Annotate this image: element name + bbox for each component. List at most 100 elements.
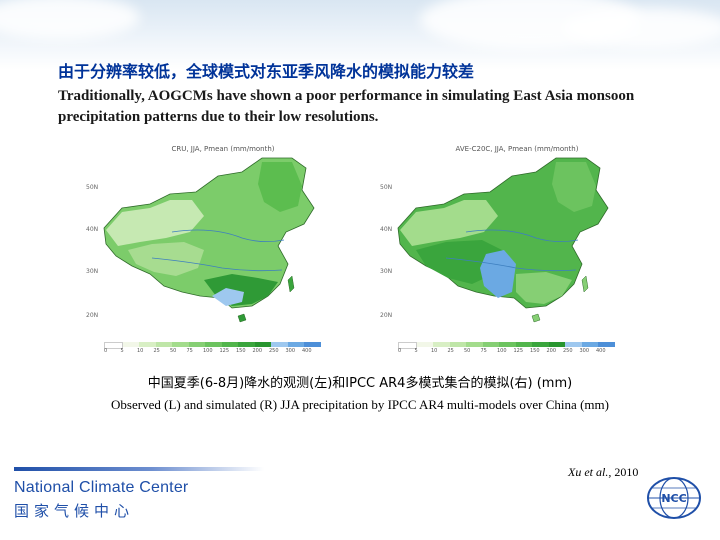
colorbar-swatch xyxy=(416,342,433,347)
hainan-island xyxy=(237,313,247,323)
colorbar-swatch xyxy=(155,342,172,347)
colorbar-label: 100 xyxy=(497,348,507,354)
colorbar-label: 5 xyxy=(120,348,124,354)
colorbar-swatch xyxy=(581,342,598,347)
colorbar-label: 250 xyxy=(563,348,573,354)
figure-caption-en: Observed (L) and simulated (R) JJA preci… xyxy=(111,397,609,412)
footer-org-name-cn: 国家气候中心 xyxy=(14,502,135,520)
colorbar-swatch xyxy=(238,342,255,347)
colorbar-swatch xyxy=(466,342,483,347)
simulated-china-map xyxy=(397,157,609,323)
colorbar-label: 150 xyxy=(530,348,540,354)
northeast-region xyxy=(552,162,596,212)
colorbar-label: 250 xyxy=(269,348,279,354)
colorbar-swatch xyxy=(565,342,582,347)
colorbar-swatch xyxy=(139,342,156,347)
footer-divider xyxy=(14,467,264,471)
colorbar-label: 75 xyxy=(186,348,193,354)
dry-northwest-region xyxy=(106,200,204,246)
colorbar-label: 125 xyxy=(513,348,524,354)
river xyxy=(171,229,285,242)
colorbar xyxy=(104,342,321,349)
colorbar-label: 125 xyxy=(219,348,230,354)
lat-label: 20N xyxy=(380,312,393,319)
colorbar-swatch xyxy=(548,342,565,347)
colorbar-swatch xyxy=(287,342,304,347)
observed-map-panel: CRU, JJA, Pmean (mm/month) 50N 40N 30N 2… xyxy=(86,145,354,354)
simulated-map-panel: AVE-C20C, JJA, Pmean (mm/month) 50N 40N … xyxy=(380,145,648,354)
colorbar-swatch xyxy=(304,342,321,347)
colorbar-swatch xyxy=(482,342,499,347)
river xyxy=(151,257,283,272)
cloud-decoration xyxy=(560,8,720,48)
lat-label: 30N xyxy=(380,268,393,275)
logo-text: NCC xyxy=(661,492,686,505)
lat-label: 50N xyxy=(86,184,99,191)
taiwan-island xyxy=(581,275,589,293)
colorbar-label: 50 xyxy=(464,348,471,354)
colorbar-swatch xyxy=(532,342,549,347)
taiwan-island xyxy=(287,275,295,293)
colorbar-swatch xyxy=(205,342,222,347)
lat-label: 30N xyxy=(86,268,99,275)
citation: Xu et al., 2010 xyxy=(568,465,638,480)
colorbar-label: 300 xyxy=(285,348,296,354)
slide-title-cn: 由于分辨率较低，全球模式对东亚季风降水的模拟能力较差 xyxy=(58,62,475,81)
colorbar-swatch xyxy=(449,342,466,347)
south-china-blue-region xyxy=(212,288,244,306)
observed-map-title: CRU, JJA, Pmean (mm/month) xyxy=(171,145,275,153)
colorbar-label: 400 xyxy=(302,348,312,354)
colorbar-label: 400 xyxy=(596,348,606,354)
colorbar-label: 0 xyxy=(398,348,402,354)
colorbar-labels: 0 5 10 25 50 75 100 125 150 200 250 300 … xyxy=(398,348,613,354)
colorbar-label: 10 xyxy=(137,348,144,354)
south-china-region xyxy=(516,272,572,304)
colorbar-swatch xyxy=(188,342,205,347)
colorbar-label: 150 xyxy=(236,348,246,354)
colorbar-labels: 0 5 10 25 50 75 100 125 150 200 250 300 … xyxy=(104,348,319,354)
citation-author: Xu et al., xyxy=(568,465,612,479)
colorbar xyxy=(398,342,615,349)
observed-china-map xyxy=(103,157,315,323)
colorbar-label: 0 xyxy=(104,348,108,354)
colorbar-swatch xyxy=(398,342,417,349)
colorbar-swatch xyxy=(122,342,139,347)
colorbar-swatch xyxy=(254,342,271,347)
colorbar-label: 200 xyxy=(546,348,557,354)
colorbar-swatch xyxy=(271,342,288,347)
colorbar-swatch xyxy=(433,342,450,347)
colorbar-label: 300 xyxy=(579,348,590,354)
lat-label: 40N xyxy=(86,226,99,233)
hainan-island xyxy=(531,313,541,323)
citation-year: 2010 xyxy=(614,465,639,479)
simulated-map-title: AVE-C20C, JJA, Pmean (mm/month) xyxy=(455,145,579,153)
lat-label: 20N xyxy=(86,312,99,319)
southwest-wet-bias-region xyxy=(480,250,516,298)
plateau-region xyxy=(128,242,204,276)
colorbar-label: 25 xyxy=(447,348,454,354)
cloud-decoration xyxy=(0,0,140,40)
colorbar-swatch xyxy=(172,342,189,347)
colorbar-swatch xyxy=(499,342,516,347)
colorbar-label: 25 xyxy=(153,348,160,354)
colorbar-swatch xyxy=(598,342,615,347)
colorbar-label: 50 xyxy=(170,348,177,354)
colorbar-label: 100 xyxy=(203,348,213,354)
northeast-region xyxy=(258,162,302,212)
colorbar-swatch xyxy=(515,342,532,347)
river xyxy=(445,257,577,272)
ncc-logo-icon: NCC xyxy=(647,477,701,519)
river xyxy=(465,229,579,242)
colorbar-swatch xyxy=(104,342,123,349)
colorbar-label: 75 xyxy=(480,348,487,354)
colorbar-label: 5 xyxy=(414,348,418,354)
figure-caption-cn: 中国夏季(6-8月)降水的观测(左)和IPCC AR4多模式集合的模拟(右) (… xyxy=(147,376,573,391)
colorbar-swatch xyxy=(221,342,238,347)
dry-northwest-region xyxy=(400,200,498,246)
lat-label: 50N xyxy=(380,184,393,191)
lat-label: 40N xyxy=(380,226,393,233)
slide-title-en: Traditionally, AOGCMs have shown a poor … xyxy=(58,88,635,125)
plateau-region xyxy=(416,240,502,284)
colorbar-label: 200 xyxy=(252,348,263,354)
footer-org-name-en: National Climate Center xyxy=(14,479,189,496)
